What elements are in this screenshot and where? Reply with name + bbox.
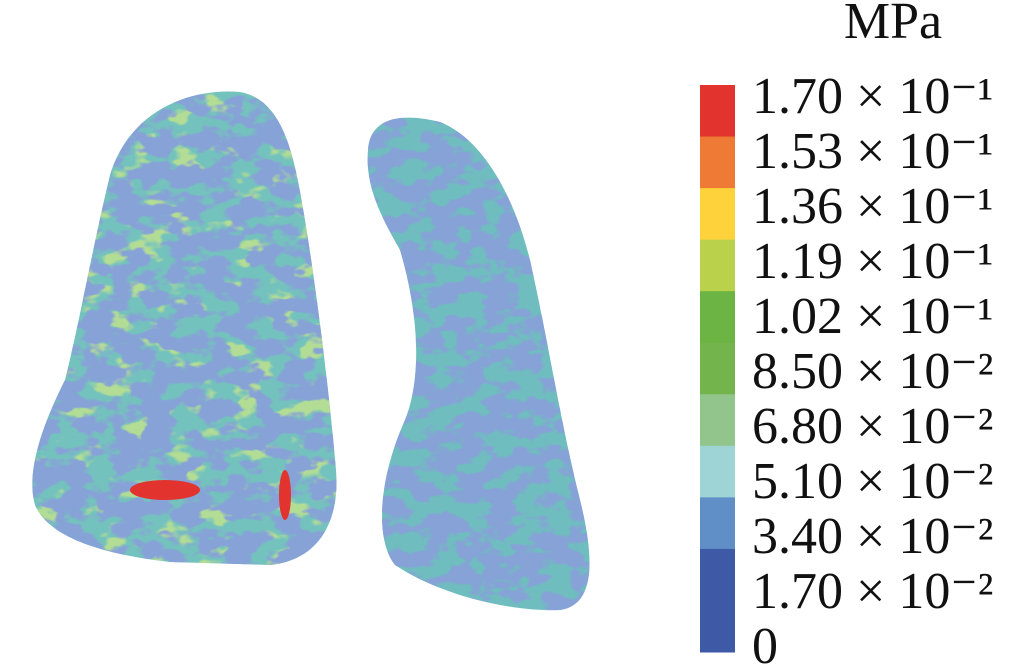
legend-label: 8.50 × 10⁻²	[752, 343, 993, 400]
legend-swatch	[700, 291, 735, 344]
legend-label: 1.70 × 10⁻²	[752, 563, 993, 620]
legend-label: 1.02 × 10⁻¹	[752, 288, 993, 345]
legend-label: 5.10 × 10⁻²	[752, 453, 993, 510]
legend-label: 1.53 × 10⁻¹	[752, 123, 993, 180]
legend-label: 1.36 × 10⁻¹	[752, 178, 993, 235]
legend-label: 6.80 × 10⁻²	[752, 398, 993, 455]
legend-label: 3.40 × 10⁻²	[752, 508, 993, 565]
legend-swatch	[700, 239, 735, 292]
legend-label: 0	[752, 618, 778, 670]
legend-swatch	[700, 85, 735, 138]
legend-swatch	[700, 188, 735, 241]
legend-swatch	[700, 136, 735, 189]
legend-swatch	[700, 548, 735, 601]
unit-label: MPa	[844, 0, 942, 50]
right-lung	[367, 117, 590, 611]
legend-swatch	[700, 342, 735, 395]
legend-swatch	[700, 600, 735, 653]
color-legend: 1.70 × 10⁻¹1.53 × 10⁻¹1.36 × 10⁻¹1.19 × …	[700, 68, 993, 670]
legend-label: 1.70 × 10⁻¹	[752, 68, 993, 125]
legend-swatch	[700, 497, 735, 550]
legend-label: 1.19 × 10⁻¹	[752, 233, 993, 290]
legend-swatch	[700, 394, 735, 447]
legend-swatch	[700, 445, 735, 498]
left-lung	[32, 91, 337, 565]
